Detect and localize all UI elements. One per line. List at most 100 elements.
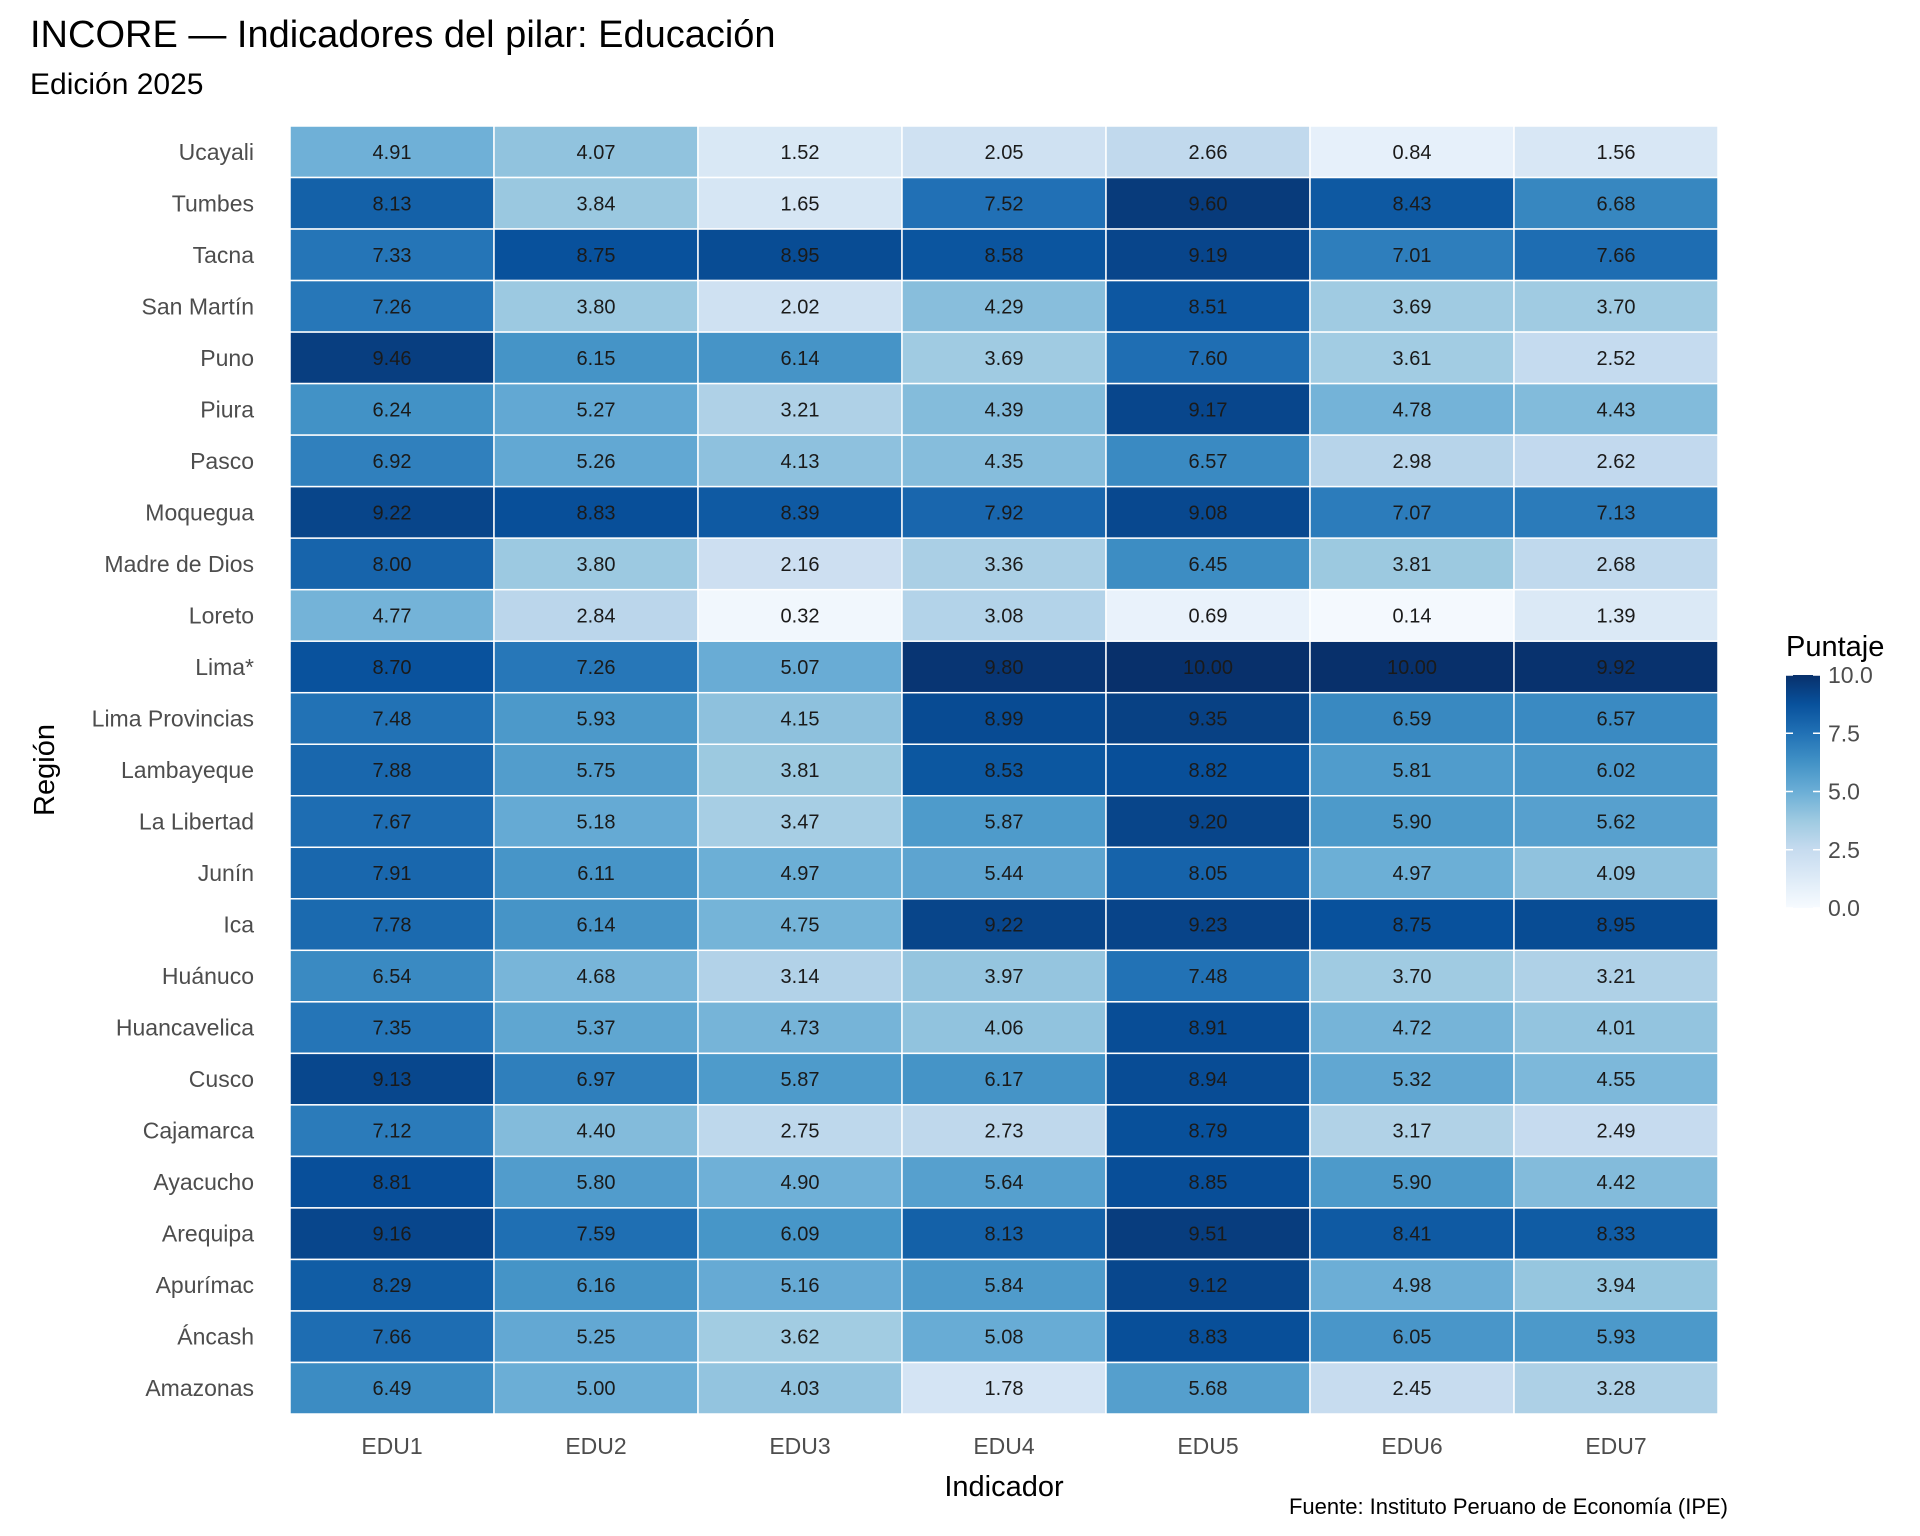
y-tick-label: Ica: [223, 912, 254, 938]
cell-value-label: 6.14: [781, 348, 820, 370]
y-tick-label: Cajamarca: [143, 1118, 254, 1144]
cell-value-label: 9.51: [1189, 1224, 1228, 1246]
legend-tick-label: 5.0: [1828, 779, 1860, 805]
cell-value-label: 4.75: [781, 915, 820, 937]
cell-value-label: 2.98: [1393, 451, 1432, 473]
cell-value-label: 8.33: [1597, 1224, 1636, 1246]
cell-value-label: 6.45: [1189, 554, 1228, 576]
cell-value-label: 7.48: [1189, 966, 1228, 988]
cell-value-label: 5.90: [1393, 1172, 1432, 1194]
cell-value-label: 5.68: [1189, 1378, 1228, 1400]
cell-value-label: 2.75: [781, 1121, 820, 1143]
cell-value-label: 2.62: [1597, 451, 1636, 473]
cell-value-label: 3.80: [577, 554, 616, 576]
legend-tick-label: 10.0: [1828, 662, 1873, 688]
cell-value-label: 8.75: [577, 245, 616, 267]
cell-value-label: 3.17: [1393, 1121, 1432, 1143]
cell-value-label: 8.83: [577, 502, 616, 524]
cell-value-label: 8.51: [1189, 296, 1228, 318]
cell-value-label: 9.13: [373, 1069, 412, 1091]
cell-value-label: 9.19: [1189, 245, 1228, 267]
cell-value-label: 3.70: [1393, 966, 1432, 988]
cell-value-label: 7.91: [373, 863, 412, 885]
cell-value-label: 8.39: [781, 502, 820, 524]
cell-value-label: 2.52: [1597, 348, 1636, 370]
cell-value-label: 7.52: [985, 193, 1024, 215]
cell-value-label: 2.05: [985, 142, 1024, 164]
y-tick-label: La Libertad: [139, 809, 254, 835]
cell-value-label: 9.80: [985, 657, 1024, 679]
cell-value-label: 8.94: [1189, 1069, 1228, 1091]
cell-value-label: 8.91: [1189, 1018, 1228, 1040]
cell-value-label: 8.95: [1597, 915, 1636, 937]
x-axis-title: Indicador: [944, 1471, 1064, 1503]
cell-value-label: 2.02: [781, 296, 820, 318]
cell-value-label: 9.46: [373, 348, 412, 370]
cell-value-label: 7.13: [1597, 502, 1636, 524]
y-tick-label: Cusco: [189, 1066, 254, 1092]
cell-value-label: 3.94: [1597, 1275, 1636, 1297]
cell-value-label: 3.80: [577, 296, 616, 318]
cell-value-label: 5.16: [781, 1275, 820, 1297]
cell-value-label: 4.55: [1597, 1069, 1636, 1091]
legend-tick-label: 7.5: [1828, 720, 1860, 746]
cell-value-label: 5.84: [985, 1275, 1024, 1297]
cell-value-label: 8.43: [1393, 193, 1432, 215]
cell-value-label: 7.59: [577, 1224, 616, 1246]
y-axis-title: Región: [29, 724, 61, 816]
y-tick-label: Áncash: [177, 1324, 254, 1350]
cell-value-label: 6.57: [1189, 451, 1228, 473]
cell-value-label: 6.59: [1393, 708, 1432, 730]
cell-value-label: 8.82: [1189, 760, 1228, 782]
y-tick-label: Junín: [198, 860, 254, 886]
cell-value-label: 4.07: [577, 142, 616, 164]
cell-value-label: 4.15: [781, 708, 820, 730]
cell-value-label: 7.12: [373, 1121, 412, 1143]
cell-value-label: 6.97: [577, 1069, 616, 1091]
cell-value-label: 7.92: [985, 502, 1024, 524]
cell-value-label: 1.56: [1597, 142, 1636, 164]
cell-value-label: 4.06: [985, 1018, 1024, 1040]
cell-value-label: 1.39: [1597, 605, 1636, 627]
y-tick-label: Ucayali: [179, 139, 254, 165]
cell-value-label: 8.00: [373, 554, 412, 576]
cell-value-label: 3.28: [1597, 1378, 1636, 1400]
cell-value-label: 4.40: [577, 1121, 616, 1143]
cell-value-label: 4.29: [985, 296, 1024, 318]
cell-value-label: 4.01: [1597, 1018, 1636, 1040]
cell-value-label: 3.61: [1393, 348, 1432, 370]
cell-value-label: 7.33: [373, 245, 412, 267]
cell-value-label: 4.68: [577, 966, 616, 988]
x-tick-label: EDU4: [973, 1433, 1035, 1459]
cell-value-label: 5.93: [1597, 1327, 1636, 1349]
cell-value-label: 9.20: [1189, 812, 1228, 834]
y-tick-label: Lima*: [195, 654, 254, 680]
cell-value-label: 6.05: [1393, 1327, 1432, 1349]
y-tick-label: Loreto: [189, 602, 254, 628]
cell-value-label: 6.49: [373, 1378, 412, 1400]
cell-value-label: 9.08: [1189, 502, 1228, 524]
cell-value-label: 5.87: [985, 812, 1024, 834]
cell-value-label: 5.90: [1393, 812, 1432, 834]
x-tick-label: EDU3: [769, 1433, 830, 1459]
cell-value-label: 1.78: [985, 1378, 1024, 1400]
cell-value-label: 7.60: [1189, 348, 1228, 370]
cell-value-label: 8.83: [1189, 1327, 1228, 1349]
cell-value-label: 8.53: [985, 760, 1024, 782]
cell-value-label: 9.22: [373, 502, 412, 524]
cell-value-label: 9.60: [1189, 193, 1228, 215]
y-tick-label: Apurímac: [156, 1272, 254, 1298]
cell-value-label: 9.17: [1189, 399, 1228, 421]
cell-value-label: 4.39: [985, 399, 1024, 421]
cell-value-label: 5.44: [985, 863, 1024, 885]
cell-value-label: 9.16: [373, 1224, 412, 1246]
y-tick-label: Moquegua: [145, 499, 254, 525]
cell-value-label: 5.18: [577, 812, 616, 834]
cell-value-label: 4.42: [1597, 1172, 1636, 1194]
cell-value-label: 3.84: [577, 193, 616, 215]
cell-value-label: 3.81: [1393, 554, 1432, 576]
cell-value-label: 9.22: [985, 915, 1024, 937]
cell-value-label: 4.43: [1597, 399, 1636, 421]
cell-value-label: 3.21: [781, 399, 820, 421]
